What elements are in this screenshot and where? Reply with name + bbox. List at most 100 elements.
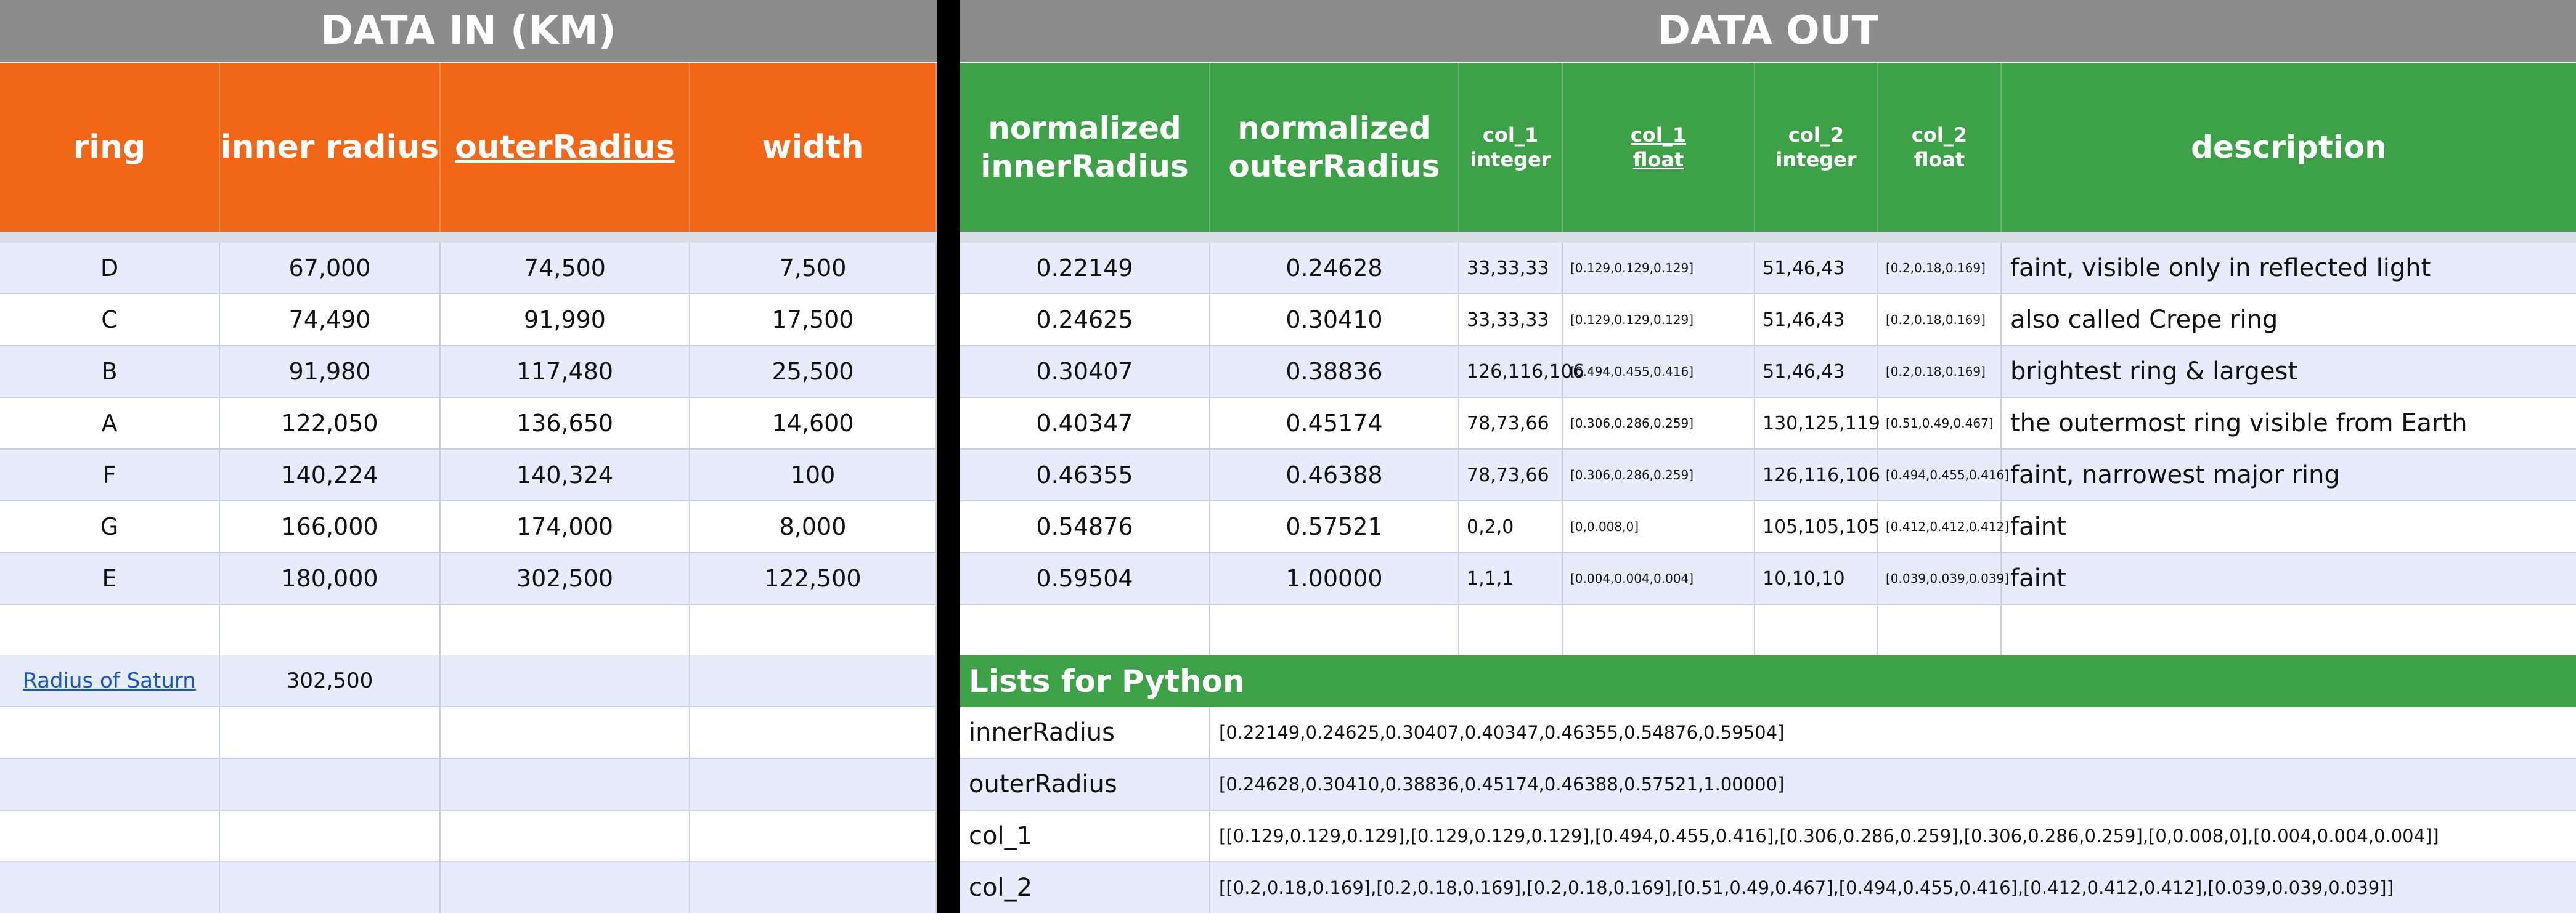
empty-cell[interactable] (220, 862, 441, 913)
normalized-inner-cell[interactable]: 0.46355 (960, 450, 1210, 500)
col1-float-cell[interactable]: [0.306,0.286,0.259] (1563, 398, 1755, 448)
empty-cell[interactable] (220, 759, 441, 810)
python-list-name[interactable]: col_1 (960, 811, 1210, 861)
inner-radius-cell[interactable]: 166,000 (220, 501, 441, 552)
python-list-name[interactable]: col_2 (960, 862, 1210, 913)
col2-integer-cell[interactable]: 130,125,119 (1755, 398, 1880, 448)
empty-cell[interactable] (690, 862, 937, 913)
empty-cell[interactable] (1878, 605, 2002, 655)
python-list-name[interactable]: outerRadius (960, 759, 1210, 810)
header-normalized-outer-radius[interactable]: normalized outerRadius (1210, 63, 1459, 232)
normalized-outer-cell[interactable]: 0.38836 (1210, 346, 1459, 397)
empty-cell[interactable] (690, 707, 937, 758)
empty-cell[interactable] (1459, 605, 1563, 655)
inner-radius-cell[interactable]: 140,224 (220, 450, 441, 500)
col1-float-cell[interactable]: [0.494,0.455,0.416] (1563, 346, 1755, 397)
empty-cell[interactable] (690, 605, 937, 655)
outer-radius-cell[interactable]: 140,324 (441, 450, 690, 500)
ring-cell[interactable]: G (0, 501, 220, 552)
col2-float-cell[interactable]: [0.2,0.18,0.169] (1878, 243, 2002, 293)
description-cell[interactable]: faint, visible only in reflected light (2010, 254, 2431, 282)
empty-cell[interactable] (690, 655, 937, 706)
saturn-radius-label-cell[interactable]: Radius of Saturn (0, 655, 220, 706)
normalized-outer-cell[interactable]: 0.24628 (1210, 243, 1459, 293)
ring-cell[interactable]: A (0, 398, 220, 448)
empty-cell[interactable] (441, 707, 690, 758)
col2-integer-cell[interactable]: 10,10,10 (1755, 553, 1878, 604)
width-cell[interactable]: 17,500 (690, 294, 937, 345)
col1-integer-cell[interactable]: 33,33,33 (1459, 243, 1563, 293)
inner-radius-cell[interactable]: 122,050 (220, 398, 441, 448)
col2-integer-cell[interactable]: 51,46,43 (1755, 294, 1878, 345)
width-cell[interactable]: 7,500 (690, 243, 937, 293)
inner-radius-cell[interactable]: 91,980 (220, 346, 441, 397)
col2-integer-cell[interactable]: 51,46,43 (1755, 346, 1878, 397)
col1-float-cell[interactable]: [0.129,0.129,0.129] (1563, 243, 1755, 293)
col2-float-cell[interactable]: [0.51,0.49,0.467] (1878, 398, 2002, 448)
normalized-inner-cell[interactable]: 0.40347 (960, 398, 1210, 448)
normalized-inner-cell[interactable]: 0.30407 (960, 346, 1210, 397)
normalized-inner-cell[interactable]: 0.59504 (960, 553, 1210, 604)
description-cell[interactable]: the outermost ring visible from Earth (2010, 409, 2468, 437)
header-col2-float[interactable]: col_2 float (1878, 63, 2002, 232)
python-list-value[interactable]: [[0.2,0.18,0.169],[0.2,0.18,0.169],[0.2,… (1219, 877, 2394, 898)
header-outer-radius-link[interactable]: outerRadius (455, 128, 675, 166)
empty-cell[interactable] (441, 605, 690, 655)
empty-cell[interactable] (0, 605, 220, 655)
col1-integer-cell[interactable]: 78,73,66 (1459, 450, 1563, 500)
ring-cell[interactable]: D (0, 243, 220, 293)
col2-float-cell[interactable]: [0.039,0.039,0.039] (1878, 553, 2009, 604)
ring-cell[interactable]: F (0, 450, 220, 500)
header-outer-radius[interactable]: outerRadius (441, 63, 690, 232)
inner-radius-cell[interactable]: 180,000 (220, 553, 441, 604)
col2-integer-cell[interactable]: 105,105,105 (1755, 501, 1880, 552)
empty-cell[interactable] (220, 605, 441, 655)
col1-float-cell[interactable]: [0.306,0.286,0.259] (1563, 450, 1755, 500)
python-list-name[interactable]: innerRadius (960, 707, 1210, 758)
col2-float-cell[interactable]: [0.412,0.412,0.412] (1878, 501, 2009, 552)
description-cell[interactable]: also called Crepe ring (2010, 306, 2278, 334)
normalized-inner-cell[interactable]: 0.22149 (960, 243, 1210, 293)
col2-integer-cell[interactable]: 126,116,106 (1755, 450, 1880, 500)
col2-float-cell[interactable]: [0.494,0.455,0.416] (1878, 450, 2009, 500)
description-cell[interactable]: brightest ring & largest (2010, 357, 2298, 386)
outer-radius-cell[interactable]: 91,990 (441, 294, 690, 345)
empty-cell[interactable] (441, 862, 690, 913)
empty-cell[interactable] (0, 862, 220, 913)
ring-cell[interactable]: E (0, 553, 220, 604)
outer-radius-cell[interactable]: 302,500 (441, 553, 690, 604)
col1-float-cell[interactable]: [0.004,0.004,0.004] (1563, 553, 1755, 604)
description-cell[interactable]: faint, narrowest major ring (2010, 461, 2340, 489)
header-width[interactable]: width (690, 63, 937, 232)
inner-radius-cell[interactable]: 67,000 (220, 243, 441, 293)
header-col1-float[interactable]: col_1 float (1563, 63, 1755, 232)
empty-cell[interactable] (0, 707, 220, 758)
normalized-inner-cell[interactable]: 0.24625 (960, 294, 1210, 345)
col2-integer-cell[interactable]: 51,46,43 (1755, 243, 1878, 293)
description-cell[interactable]: faint (2010, 513, 2066, 541)
width-cell[interactable]: 8,000 (690, 501, 937, 552)
outer-radius-cell[interactable]: 117,480 (441, 346, 690, 397)
col1-float-cell[interactable]: [0,0.008,0] (1563, 501, 1755, 552)
header-normalized-inner-radius[interactable]: normalized innerRadius (960, 63, 1210, 232)
width-cell[interactable]: 100 (690, 450, 937, 500)
empty-cell[interactable] (960, 605, 1210, 655)
width-cell[interactable]: 25,500 (690, 346, 937, 397)
python-list-value[interactable]: [[0.129,0.129,0.129],[0.129,0.129,0.129]… (1219, 826, 2439, 846)
normalized-outer-cell[interactable]: 0.57521 (1210, 501, 1459, 552)
col1-float-cell[interactable]: [0.129,0.129,0.129] (1563, 294, 1755, 345)
col1-integer-cell[interactable]: 126,116,106 (1459, 346, 1584, 397)
ring-cell[interactable]: C (0, 294, 220, 345)
header-ring[interactable]: ring (0, 63, 220, 232)
empty-cell[interactable] (2002, 605, 2576, 655)
empty-cell[interactable] (441, 811, 690, 861)
header-description[interactable]: description (2002, 63, 2576, 232)
empty-cell[interactable] (1755, 605, 1878, 655)
header-col2-integer[interactable]: col_2 integer (1755, 63, 1878, 232)
width-cell[interactable]: 122,500 (690, 553, 937, 604)
empty-cell[interactable] (0, 811, 220, 861)
empty-cell[interactable] (220, 707, 441, 758)
header-inner-radius[interactable]: inner radius (220, 63, 441, 232)
empty-cell[interactable] (0, 759, 220, 810)
saturn-radius-value[interactable]: 302,500 (220, 655, 441, 706)
